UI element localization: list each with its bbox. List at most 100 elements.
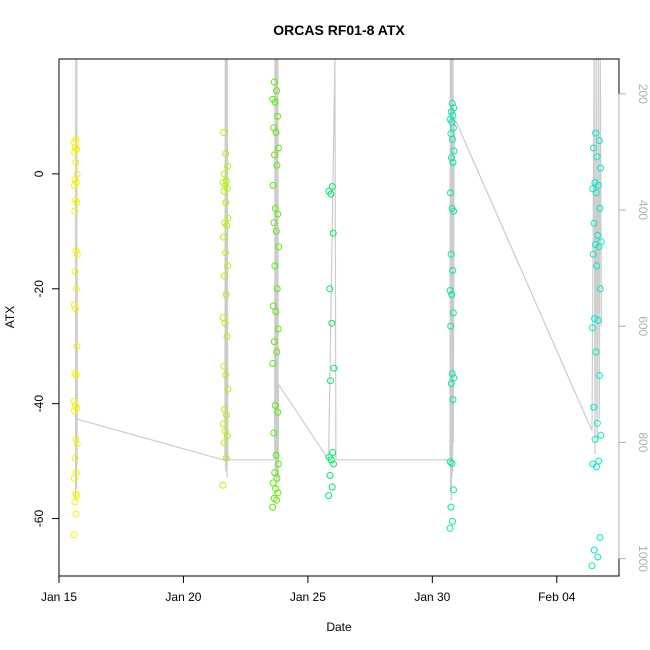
data-point bbox=[71, 498, 79, 506]
data-point bbox=[329, 229, 337, 237]
data-point bbox=[270, 338, 278, 346]
data-point bbox=[450, 147, 458, 155]
data-point bbox=[597, 164, 605, 172]
data-point bbox=[72, 196, 79, 204]
data-point bbox=[596, 285, 604, 293]
data-point bbox=[597, 431, 605, 439]
data-point bbox=[222, 249, 229, 257]
data-point bbox=[71, 207, 79, 215]
data-point bbox=[448, 99, 456, 107]
data-point bbox=[274, 408, 282, 416]
data-point bbox=[589, 250, 597, 258]
data-point bbox=[447, 380, 455, 388]
data-point bbox=[274, 210, 282, 218]
data-point bbox=[588, 562, 596, 570]
data-point bbox=[73, 492, 81, 500]
data-point bbox=[269, 95, 277, 103]
data-point bbox=[449, 309, 457, 317]
data-point bbox=[590, 403, 598, 411]
data-point bbox=[224, 214, 232, 222]
data-point bbox=[593, 419, 601, 427]
chart-title: ORCAS RF01-8 ATX bbox=[273, 22, 405, 38]
pressure-trace-line bbox=[75, 58, 602, 501]
data-point bbox=[71, 454, 79, 462]
data-point bbox=[447, 322, 455, 330]
data-point bbox=[272, 308, 280, 316]
data-point bbox=[328, 183, 336, 190]
data-point bbox=[275, 243, 283, 251]
data-point bbox=[224, 262, 231, 270]
data-point bbox=[72, 305, 80, 313]
data-point bbox=[593, 153, 601, 161]
y-tick-label: -40 bbox=[32, 395, 46, 413]
data-point bbox=[589, 460, 597, 468]
data-point bbox=[219, 481, 227, 489]
data-point bbox=[220, 439, 228, 447]
data-point bbox=[590, 546, 598, 554]
x-tick-label: Jan 20 bbox=[165, 590, 201, 604]
data-point bbox=[592, 189, 600, 197]
data-point bbox=[450, 374, 458, 382]
secondary-tick-label: 200 bbox=[636, 84, 650, 104]
data-point bbox=[447, 130, 455, 138]
data-point bbox=[589, 185, 597, 193]
data-point bbox=[224, 385, 232, 393]
data-point bbox=[588, 324, 596, 332]
data-point bbox=[446, 287, 454, 294]
data-point bbox=[448, 291, 456, 298]
data-point bbox=[274, 325, 282, 333]
data-point bbox=[73, 250, 81, 258]
data-point bbox=[272, 451, 280, 459]
y-tick-label: -20 bbox=[32, 280, 46, 298]
data-point bbox=[72, 371, 80, 379]
data-point bbox=[73, 285, 80, 293]
data-point bbox=[595, 457, 603, 465]
secondary-tick-label: 1000 bbox=[636, 545, 650, 572]
data-point bbox=[274, 144, 282, 152]
data-point bbox=[222, 454, 230, 462]
data-point bbox=[73, 440, 81, 448]
data-point bbox=[448, 459, 456, 467]
data-point bbox=[273, 87, 280, 95]
data-point bbox=[448, 154, 455, 162]
data-point bbox=[222, 199, 230, 207]
data-point bbox=[220, 362, 228, 370]
data-point bbox=[220, 233, 227, 241]
data-point bbox=[449, 158, 457, 166]
data-point bbox=[271, 469, 279, 477]
data-point bbox=[593, 262, 601, 270]
data-point bbox=[596, 372, 603, 379]
data-point bbox=[590, 144, 597, 152]
data-point bbox=[220, 170, 228, 178]
data-point bbox=[222, 177, 230, 185]
data-point bbox=[72, 510, 80, 518]
y-axis-label: ATX bbox=[3, 306, 17, 328]
data-point bbox=[325, 187, 333, 195]
data-point bbox=[591, 241, 599, 248]
data-point bbox=[220, 272, 228, 280]
data-point bbox=[594, 231, 602, 239]
data-point bbox=[73, 145, 81, 153]
data-point bbox=[597, 238, 605, 246]
data-point bbox=[271, 262, 279, 270]
data-point bbox=[73, 170, 81, 178]
data-point bbox=[330, 364, 338, 372]
data-point bbox=[70, 397, 78, 405]
x-axis: Jan 15 Jan 20 Jan 25 Jan 30 Feb 04 bbox=[41, 575, 576, 604]
data-point bbox=[591, 179, 599, 186]
data-point bbox=[448, 370, 456, 378]
data-point bbox=[274, 489, 282, 497]
pressure-trace-layer bbox=[75, 58, 602, 501]
data-point bbox=[72, 247, 80, 255]
data-point bbox=[448, 204, 456, 212]
data-point bbox=[326, 285, 334, 293]
data-point bbox=[71, 268, 79, 275]
y-tick-label: -60 bbox=[32, 510, 46, 528]
secondary-tick-label: 400 bbox=[636, 200, 650, 220]
data-point bbox=[71, 369, 79, 377]
data-point bbox=[221, 219, 229, 227]
data-point bbox=[595, 137, 603, 145]
data-point bbox=[269, 503, 277, 511]
data-point bbox=[450, 486, 457, 494]
